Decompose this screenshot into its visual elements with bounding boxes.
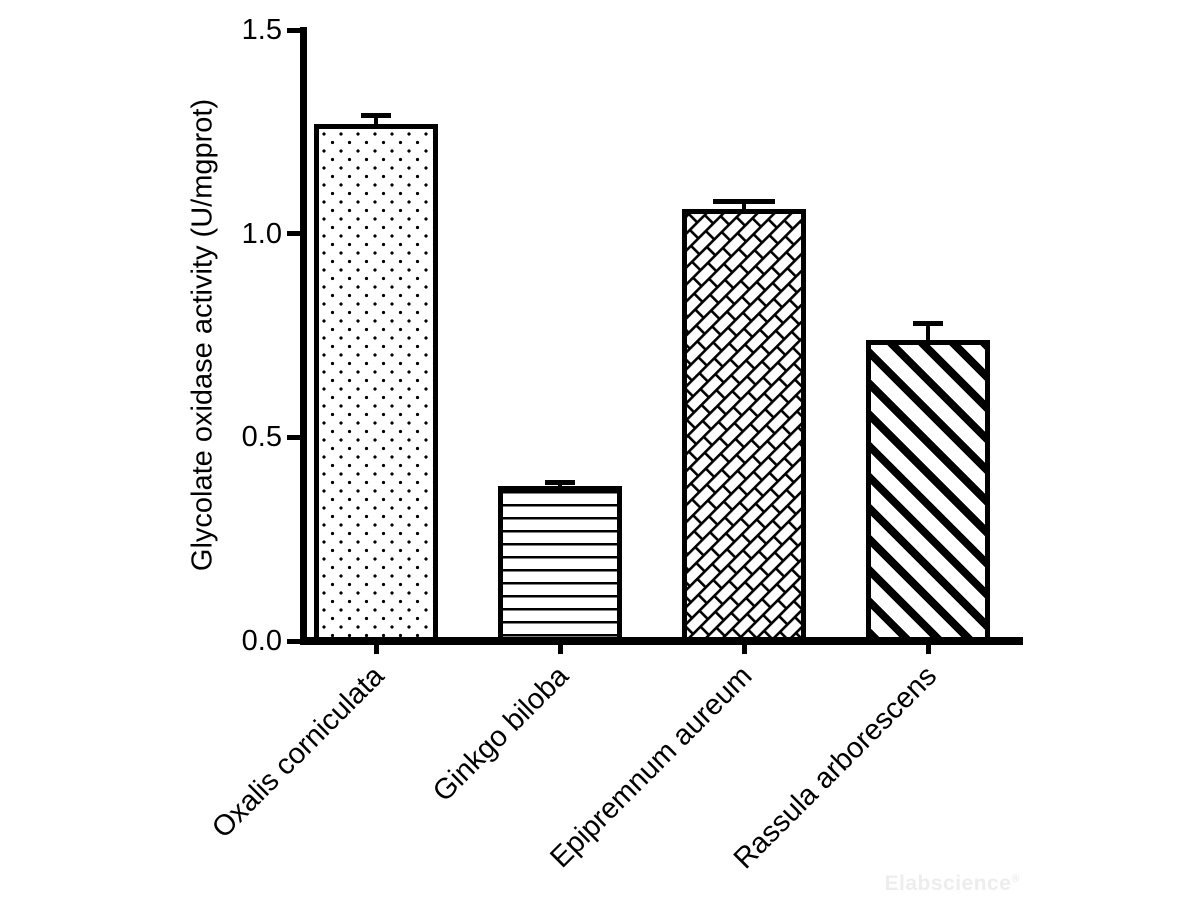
y-tick-label-0.0: 0.0	[241, 625, 282, 657]
error-bar-stem-epipremnum-aureum	[742, 201, 746, 212]
x-axis-label-oxalis-corniculata: Oxalis corniculata	[206, 660, 391, 845]
bar-epipremnum-aureum	[682, 209, 806, 645]
error-bar-stem-rassula-arborescens	[926, 323, 930, 342]
x-axis-line	[300, 637, 1023, 645]
x-tick-mark-rassula-arborescens	[925, 645, 931, 654]
error-bar-cap-oxalis-corniculata	[361, 113, 391, 119]
x-tick-mark-epipremnum-aureum	[741, 645, 747, 654]
x-axis-label-rassula-arborescens: Rassula arborescens	[727, 660, 943, 876]
y-tick-mark-0.0	[287, 638, 301, 644]
x-axis-label-epipremnum-aureum: Epipremnum aureum	[544, 660, 759, 875]
error-bar-stem-oxalis-corniculata	[374, 115, 378, 126]
error-bar-cap-epipremnum-aureum	[713, 198, 775, 204]
bar-oxalis-corniculata	[314, 123, 438, 645]
y-tick-label-1.5: 1.5	[241, 14, 282, 46]
registered-trademark-icon: ®	[1011, 873, 1020, 885]
x-tick-mark-oxalis-corniculata	[373, 645, 379, 654]
error-bar-stem-ginkgo-biloba	[558, 482, 562, 489]
x-tick-mark-ginkgo-biloba	[557, 645, 563, 654]
y-tick-label-0.5: 0.5	[241, 421, 282, 454]
y-axis-title: Glycolate oxidase activity (U/mgprot)	[186, 98, 219, 572]
bar-ginkgo-biloba	[498, 486, 622, 645]
bar-rassula-arborescens	[866, 339, 990, 645]
diagonal-brick-pattern	[687, 214, 801, 640]
watermark-text: Elabscience	[884, 872, 1012, 895]
error-bar-cap-rassula-arborescens	[913, 320, 943, 326]
error-bar-cap-ginkgo-biloba	[545, 479, 575, 485]
y-tick-mark-0.5	[287, 434, 301, 440]
y-tick-mark-1.5	[287, 27, 301, 33]
y-tick-mark-1.0	[287, 231, 301, 237]
y-axis-line	[300, 27, 307, 645]
watermark: Elabscience®	[884, 872, 1020, 896]
y-tick-label-1.0: 1.0	[241, 217, 282, 250]
x-axis-label-ginkgo-biloba: Ginkgo biloba	[426, 660, 575, 809]
